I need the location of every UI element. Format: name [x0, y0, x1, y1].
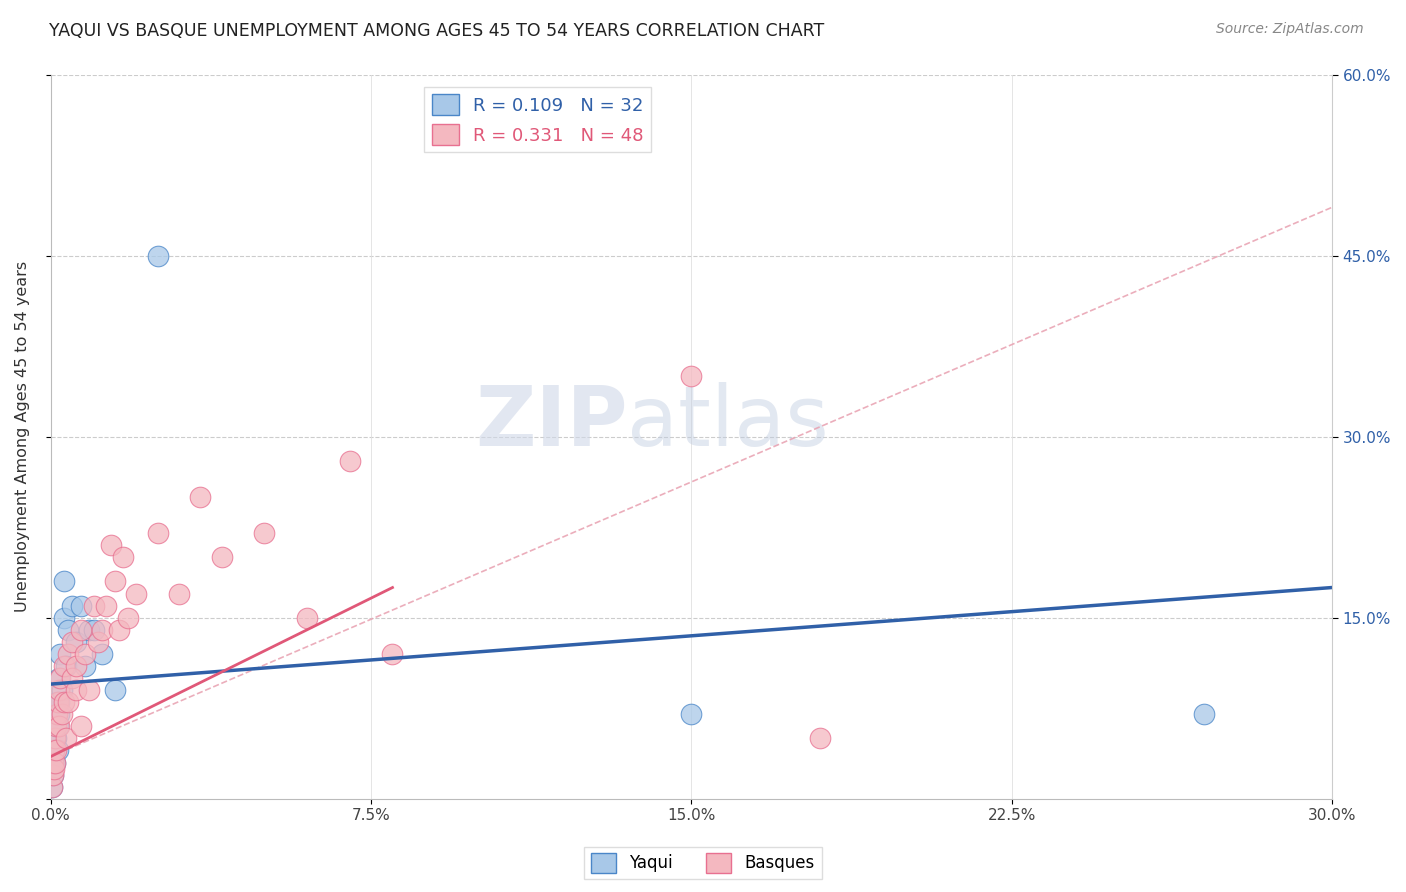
Point	[45, 743, 67, 757]
Point	[295, 610, 318, 624]
Point	[52, 659, 75, 673]
Point	[108, 623, 131, 637]
Point	[65, 683, 87, 698]
Point	[77, 623, 100, 637]
Point	[48, 683, 70, 698]
Point	[42, 767, 65, 781]
Point	[146, 249, 169, 263]
Point	[77, 683, 100, 698]
Point	[45, 731, 67, 746]
Point	[60, 671, 83, 685]
Point	[51, 683, 73, 698]
Point	[56, 695, 79, 709]
Text: YAQUI VS BASQUE UNEMPLOYMENT AMONG AGES 45 TO 54 YEARS CORRELATION CHART: YAQUI VS BASQUE UNEMPLOYMENT AMONG AGES …	[49, 22, 824, 40]
Point	[56, 623, 79, 637]
Point	[83, 599, 105, 613]
Point	[339, 454, 361, 468]
Point	[211, 550, 233, 565]
Point	[56, 647, 79, 661]
Point	[91, 647, 114, 661]
Point	[44, 756, 66, 770]
Point	[69, 623, 91, 637]
Point	[83, 623, 105, 637]
Point	[42, 756, 65, 770]
Point	[381, 647, 404, 661]
Point	[104, 574, 127, 589]
Point	[1192, 707, 1215, 722]
Point	[808, 731, 831, 746]
Y-axis label: Unemployment Among Ages 45 to 54 years: Unemployment Among Ages 45 to 54 years	[15, 261, 30, 612]
Point	[49, 671, 72, 685]
Point	[45, 719, 67, 733]
Point	[44, 743, 66, 757]
Point	[52, 610, 75, 624]
Point	[87, 635, 110, 649]
Text: ZIP: ZIP	[475, 382, 627, 463]
Point	[60, 635, 83, 649]
Point	[42, 762, 65, 776]
Point	[73, 647, 96, 661]
Point	[46, 743, 69, 757]
Point	[46, 695, 69, 709]
Point	[69, 599, 91, 613]
Point	[52, 695, 75, 709]
Point	[65, 659, 87, 673]
Point	[117, 610, 139, 624]
Point	[41, 780, 63, 794]
Point	[73, 659, 96, 673]
Legend: R = 0.109   N = 32, R = 0.331   N = 48: R = 0.109 N = 32, R = 0.331 N = 48	[425, 87, 651, 153]
Point	[681, 707, 703, 722]
Point	[46, 695, 69, 709]
Text: atlas: atlas	[627, 382, 830, 463]
Point	[146, 526, 169, 541]
Point	[41, 780, 63, 794]
Text: Source: ZipAtlas.com: Source: ZipAtlas.com	[1216, 22, 1364, 37]
Point	[112, 550, 135, 565]
Point	[48, 671, 70, 685]
Point	[49, 647, 72, 661]
Point	[45, 707, 67, 722]
Point	[55, 659, 77, 673]
Point	[46, 707, 69, 722]
Point	[167, 586, 190, 600]
Point	[681, 369, 703, 384]
Point	[65, 635, 87, 649]
Point	[188, 490, 211, 504]
Point	[60, 599, 83, 613]
Point	[48, 695, 70, 709]
Point	[69, 719, 91, 733]
Point	[51, 707, 73, 722]
Point	[253, 526, 276, 541]
Point	[44, 731, 66, 746]
Point	[44, 756, 66, 770]
Point	[96, 599, 118, 613]
Point	[55, 731, 77, 746]
Point	[48, 719, 70, 733]
Point	[44, 743, 66, 757]
Point	[52, 574, 75, 589]
Point	[42, 767, 65, 781]
Point	[42, 756, 65, 770]
Point	[44, 719, 66, 733]
Point	[48, 707, 70, 722]
Point	[100, 538, 122, 552]
Point	[46, 719, 69, 733]
Legend: Yaqui, Basques: Yaqui, Basques	[585, 847, 821, 880]
Point	[125, 586, 148, 600]
Point	[104, 683, 127, 698]
Point	[91, 623, 114, 637]
Point	[44, 731, 66, 746]
